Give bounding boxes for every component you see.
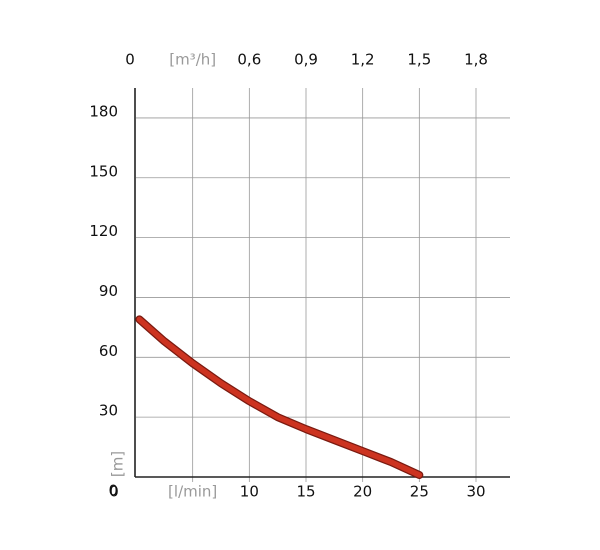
x-tick-label: 25 xyxy=(410,483,429,501)
x2-tick-label: 1,8 xyxy=(464,51,488,69)
x-tick-label: 15 xyxy=(296,483,315,501)
x2-tick-label: [m³/h] xyxy=(169,51,216,69)
x2-tick-label: 1,5 xyxy=(407,51,431,69)
y-tick-label: 150 xyxy=(89,162,118,180)
curve xyxy=(136,316,423,478)
y-tick-label: 120 xyxy=(89,222,118,240)
y-tick-label: 30 xyxy=(99,402,118,420)
x2-tick-label: 1,2 xyxy=(351,51,375,69)
x2-tick-label: 0,6 xyxy=(237,51,261,69)
x2-tick-label: 0,9 xyxy=(294,51,318,69)
x2-tick-label: 0 xyxy=(125,51,135,69)
x-tick-label: 20 xyxy=(353,483,372,501)
y-tick-label: 180 xyxy=(89,102,118,120)
y-tick-label: 60 xyxy=(99,342,118,360)
y-tick-label: 0 xyxy=(108,482,118,500)
y-tick-label: 90 xyxy=(99,282,118,300)
x-tick-label: [l/min] xyxy=(168,483,217,501)
y-axis-label: [m] xyxy=(109,451,127,477)
x-tick-label: 30 xyxy=(466,483,485,501)
x-tick-label: 10 xyxy=(240,483,259,501)
curve-outline xyxy=(135,315,424,480)
x-tick-label: 0 xyxy=(109,483,119,501)
